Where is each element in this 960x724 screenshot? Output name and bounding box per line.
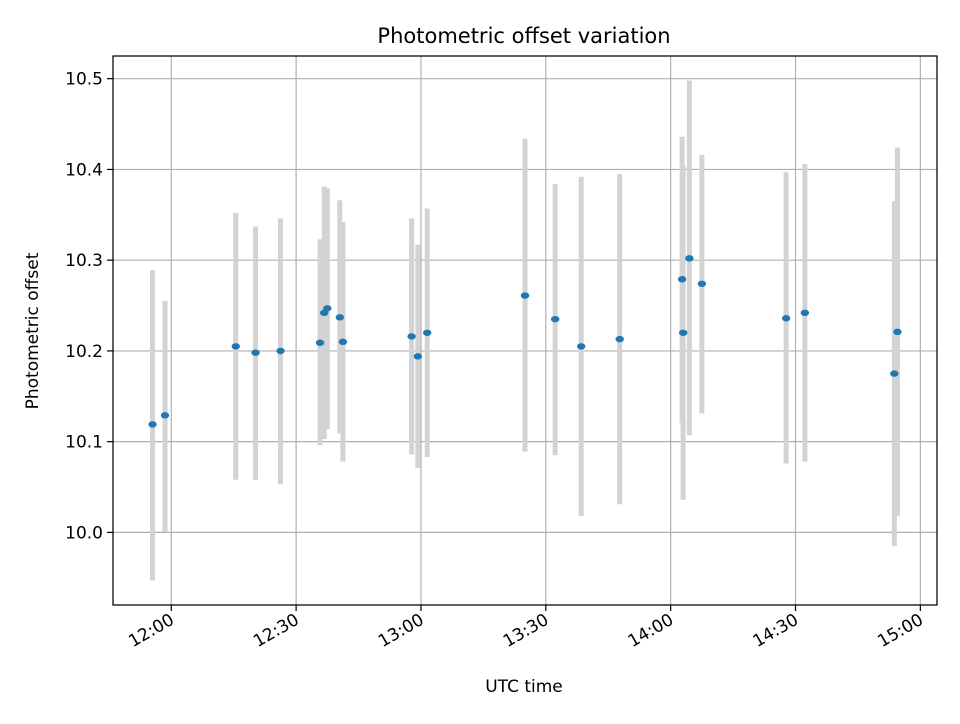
y-tick-label: 10.5 — [65, 70, 103, 90]
data-point — [148, 421, 157, 428]
data-point — [678, 329, 688, 336]
data-point — [251, 349, 260, 356]
plot-area-frame — [112, 55, 938, 606]
y-tick-label: 10.4 — [65, 160, 103, 180]
data-point — [423, 329, 432, 336]
data-point — [231, 343, 240, 350]
y-tick-label: 10.0 — [65, 523, 103, 543]
y-axis-label: Photometric offset — [23, 252, 43, 409]
data-point — [550, 315, 560, 323]
data-point — [893, 328, 902, 336]
data-point — [576, 343, 586, 350]
data-point — [615, 335, 624, 343]
data-point — [413, 353, 423, 360]
data-point — [338, 338, 348, 346]
y-tick-label: 10.1 — [65, 433, 103, 453]
y-tick-label: 10.2 — [65, 342, 103, 362]
chart-title: Photometric offset variation — [377, 24, 670, 48]
data-point — [335, 314, 345, 321]
data-point — [315, 339, 325, 346]
data-point — [685, 255, 694, 262]
data-point — [276, 347, 285, 355]
data-point — [677, 276, 687, 283]
data-point — [697, 280, 707, 287]
data-point — [323, 305, 332, 312]
data-point — [781, 315, 791, 322]
data-point — [800, 309, 810, 317]
data-points — [148, 255, 902, 428]
data-point — [890, 370, 899, 377]
data-point — [520, 292, 530, 299]
x-axis-label: UTC time — [485, 677, 563, 697]
data-point — [160, 412, 170, 419]
y-tick-label: 10.3 — [65, 251, 103, 271]
data-point — [407, 333, 416, 340]
